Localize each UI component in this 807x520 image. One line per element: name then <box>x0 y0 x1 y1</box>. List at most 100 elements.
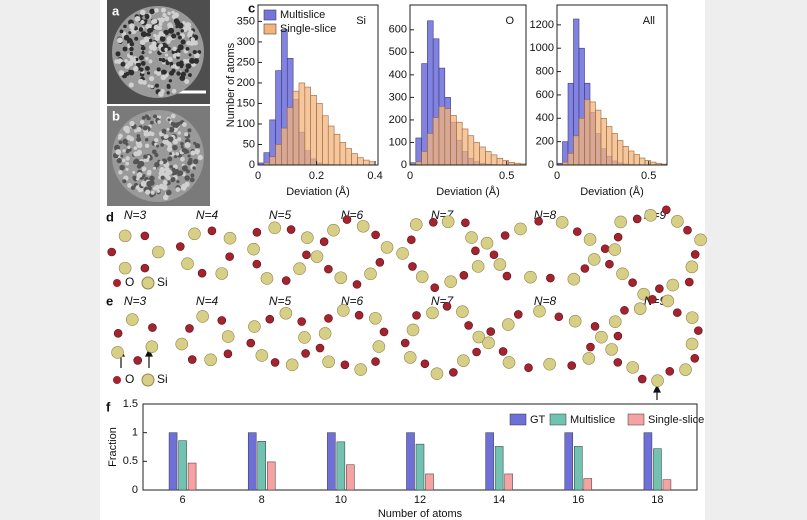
texture-dot <box>141 166 147 172</box>
histogram-bar <box>310 94 317 166</box>
arrowhead <box>145 348 153 357</box>
si-atom <box>255 349 269 362</box>
si-atom <box>671 215 684 228</box>
si-atom <box>651 374 664 387</box>
texture-dot <box>180 141 184 146</box>
o-atom <box>572 227 582 236</box>
y-tick-label: 50 <box>243 138 255 150</box>
texture-dot <box>172 144 178 151</box>
si-atom <box>223 231 237 245</box>
si-atom <box>608 315 622 328</box>
histogram-bar <box>606 126 613 166</box>
y-tick-label: 1 <box>132 427 138 439</box>
texture-dot <box>181 165 188 172</box>
texture-dot <box>150 84 154 89</box>
o-atom <box>524 363 533 373</box>
texture-dot <box>167 156 173 162</box>
si-atom <box>141 373 155 387</box>
si-atom <box>616 267 629 281</box>
texture-dot <box>138 78 144 85</box>
texture-dot <box>140 31 147 38</box>
annotation: All <box>643 15 655 27</box>
o-atom <box>281 276 291 285</box>
histogram-bar <box>450 115 457 166</box>
histogram-bar <box>628 150 635 166</box>
histogram-bar <box>600 117 607 166</box>
plot-frame <box>409 4 527 166</box>
o-atom <box>648 295 657 304</box>
texture-dot <box>170 113 176 119</box>
texture-dot <box>122 46 128 52</box>
texture-dot <box>145 137 149 142</box>
histogram-bar <box>304 86 311 166</box>
bar <box>168 432 178 491</box>
histogram-bar <box>322 115 329 166</box>
si-atom <box>403 351 417 364</box>
texture-dot <box>185 46 190 51</box>
texture-dot <box>153 24 159 30</box>
histogram-bar <box>333 133 341 166</box>
si-atom <box>298 331 311 344</box>
texture-dot <box>179 60 184 65</box>
o-atom <box>672 308 682 317</box>
o-atom <box>459 270 469 280</box>
texture-dot <box>188 157 193 163</box>
texture-dot <box>114 59 119 64</box>
o-atom <box>354 310 364 320</box>
legend-swatch <box>263 9 277 21</box>
o-atom <box>324 264 333 274</box>
texture-dot <box>176 180 180 184</box>
texture-dot <box>127 183 133 188</box>
texture-dot <box>147 33 151 37</box>
legend-label: GT <box>530 414 546 426</box>
structure-label: N=3 <box>124 294 147 308</box>
structure-label: N=5 <box>269 208 292 222</box>
o-atom <box>412 311 421 320</box>
texture-dot <box>149 175 155 182</box>
si-atom <box>327 223 340 237</box>
bar <box>485 432 494 491</box>
histogram-bar <box>496 157 504 166</box>
o-atom <box>464 321 473 330</box>
texture-dot <box>177 22 184 29</box>
texture-dot <box>166 127 170 131</box>
o-atom <box>113 279 121 287</box>
texture-dot <box>167 11 171 15</box>
histogram-bar <box>485 151 492 166</box>
histogram-bar <box>363 159 370 166</box>
o-atom <box>107 247 117 257</box>
texture-dot <box>115 51 121 57</box>
o-atom <box>133 356 142 365</box>
histogram-bar <box>490 154 498 166</box>
si-atom <box>293 262 306 276</box>
y-tick-label: 250 <box>237 56 255 68</box>
y-tick-label: 600 <box>536 89 554 101</box>
texture-dot <box>116 157 122 164</box>
texture-dot <box>166 175 171 181</box>
o-atom <box>265 314 275 324</box>
o-atom <box>690 354 700 363</box>
legend-label: Single-slice <box>280 23 336 35</box>
texture-dot <box>157 115 162 119</box>
si-atom <box>181 257 194 271</box>
texture-dot <box>165 135 169 139</box>
texture-dot <box>151 19 156 25</box>
y-tick-label: 400 <box>389 69 407 81</box>
si-atom <box>426 306 439 320</box>
o-atom <box>352 280 362 289</box>
o-atom <box>655 284 664 293</box>
structure-label: N=6 <box>341 294 364 308</box>
si-atom <box>482 336 495 350</box>
histogram-bar <box>286 107 294 166</box>
texture-dot <box>194 52 200 59</box>
histogram-bar <box>292 90 300 166</box>
texture-dot <box>146 180 153 187</box>
texture-dot <box>185 63 192 69</box>
o-atom <box>302 250 311 260</box>
texture-dot <box>171 177 176 182</box>
o-atom <box>486 327 496 336</box>
si-atom <box>524 270 537 284</box>
bar <box>643 432 653 491</box>
texture-dot <box>161 128 167 134</box>
texture-dot <box>171 167 176 172</box>
